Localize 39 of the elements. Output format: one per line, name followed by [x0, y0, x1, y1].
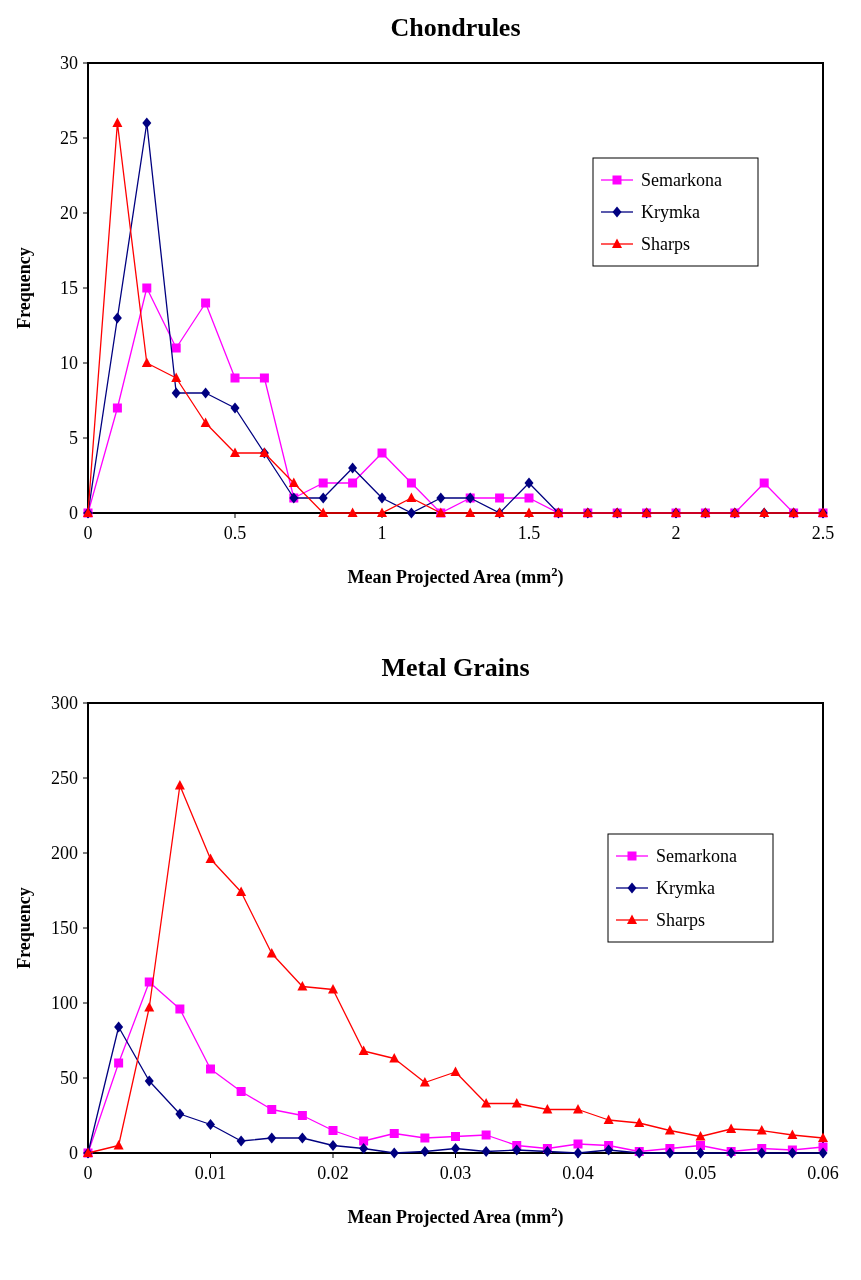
y-axis-title: Frequency — [14, 247, 34, 329]
x-tick-label: 0.5 — [223, 523, 247, 543]
y-tick-label: 0 — [69, 1143, 78, 1163]
x-axis-title: Mean Projected Area (mm$^{2}$) — [347, 1205, 564, 1228]
y-tick-label: 30 — [60, 53, 78, 73]
y-tick-label: 200 — [51, 843, 78, 863]
y-tick-label: 100 — [51, 993, 78, 1013]
x-tick-label: 2.5 — [811, 523, 835, 543]
x-tick-label: 0.04 — [562, 1163, 594, 1183]
y-tick-label: 0 — [69, 503, 78, 523]
legend-label: Semarkona — [656, 846, 737, 866]
y-axis-title: Frequency — [14, 887, 34, 969]
y-tick-label: 300 — [51, 693, 78, 713]
legend-label: Semarkona — [641, 170, 722, 190]
chart-title: Metal Grains — [381, 653, 530, 682]
y-tick-label: 10 — [60, 353, 78, 373]
x-axis-title: Mean Projected Area (mm$^{2}$) — [347, 565, 564, 588]
legend-label: Sharps — [656, 910, 705, 930]
x-tick-label: 0.06 — [807, 1163, 839, 1183]
x-tick-label: 2 — [671, 523, 681, 543]
x-tick-label: 1.5 — [517, 523, 541, 543]
y-tick-label: 250 — [51, 768, 78, 788]
y-tick-label: 150 — [51, 918, 78, 938]
legend-label: Krymka — [656, 878, 715, 898]
x-tick-label: 0.05 — [684, 1163, 717, 1183]
x-tick-label: 0.02 — [317, 1163, 349, 1183]
y-tick-label: 20 — [60, 203, 78, 223]
y-tick-label: 50 — [60, 1068, 78, 1088]
legend-label: Krymka — [641, 202, 700, 222]
x-tick-label: 0.01 — [194, 1163, 227, 1183]
y-tick-label: 25 — [60, 128, 78, 148]
x-tick-label: 0 — [83, 523, 93, 543]
x-tick-label: 0 — [83, 1163, 93, 1183]
chart-title: Chondrules — [390, 13, 521, 42]
y-tick-label: 5 — [69, 428, 78, 448]
x-tick-label: 0.03 — [439, 1163, 472, 1183]
y-tick-label: 15 — [60, 278, 78, 298]
legend-label: Sharps — [641, 234, 690, 254]
x-tick-label: 1 — [377, 523, 387, 543]
